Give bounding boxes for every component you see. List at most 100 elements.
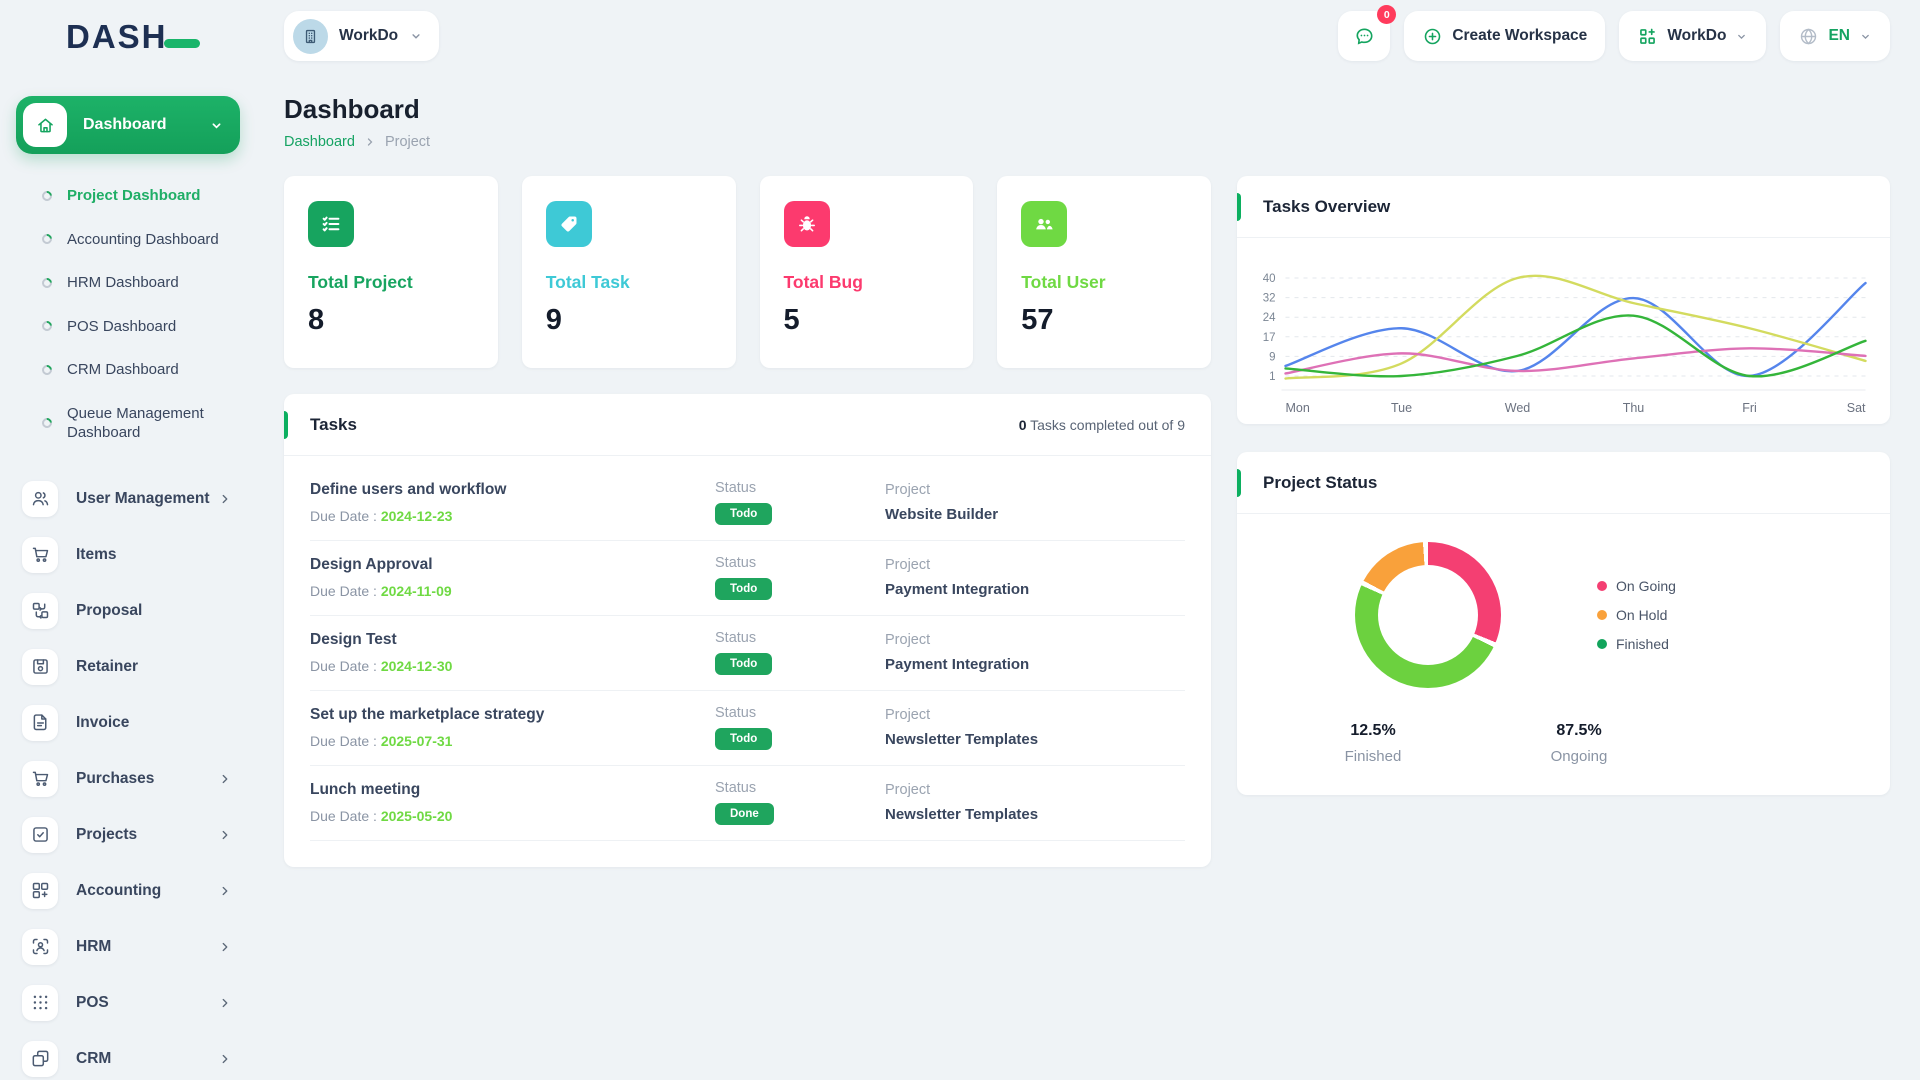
tag-icon [545,201,592,247]
sidebar-item-label: User Management [76,489,210,507]
sidebar-item-pos[interactable]: POS [16,975,240,1031]
breadcrumb-dashboard-link[interactable]: Dashboard [284,134,355,150]
sidebar-subitem-project-dashboard[interactable]: Project Dashboard [16,174,240,218]
workspace-menu-button[interactable]: WorkDo [1619,11,1767,61]
project-status-donut-chart [1355,542,1501,688]
chevron-right-icon [218,1052,232,1066]
series-blue-line [1284,281,1867,378]
legend-label: On Hold [1616,607,1668,623]
dashboard-submenu: Project Dashboard Accounting Dashboard H… [16,154,240,465]
task-name[interactable]: Define users and workflow [310,481,507,498]
sidebar-item-dashboard[interactable]: Dashboard [16,96,240,154]
task-project-cell: Project Newsletter Templates [885,707,1185,748]
legend-dot-icon [1597,610,1607,620]
tasks-summary: 0 Tasks completed out of 9 [1018,416,1185,433]
task-project-name: Payment Integration [885,581,1030,598]
task-status-cell: Status Done [715,780,885,825]
sidebar-subitem-crm-dashboard[interactable]: CRM Dashboard [16,348,240,392]
sidebar-subitem-label: Project Dashboard [67,187,201,204]
sidebar-item-crm[interactable]: CRM [16,1031,240,1080]
create-workspace-label: Create Workspace [1452,27,1588,44]
task-name[interactable]: Design Approval [310,556,433,573]
sidebar-item-invoice[interactable]: Invoice [16,695,240,751]
project-status-stats: 12.5% Finished 87.5% Ongoing [1263,722,1864,765]
chevron-down-icon [1862,34,1869,39]
hrm-icon [22,928,58,965]
dashboard-bullet-icon [39,319,55,334]
stat-card-total-bug: Total Bug 5 [759,176,974,368]
stat-cards: Total Project 8 Total Task 9 Total Bug 5… [284,176,1211,368]
crm-icon [22,1040,58,1077]
project-column-label: Project [885,557,931,573]
invoice-icon [22,704,58,741]
sidebar-item-label: HRM [76,937,112,955]
svg-text:24: 24 [1263,312,1276,324]
proposal-icon [22,592,58,629]
legend-item-on-hold[interactable]: On Hold [1597,607,1676,623]
tasks-card: Tasks 0 Tasks completed out of 9 Define … [284,394,1211,867]
project-column-label: Project [885,482,931,498]
dashboard-bullet-icon [39,275,55,290]
stat-card-total-project: Total Project 8 [284,176,498,368]
legend-item-on-going[interactable]: On Going [1597,578,1676,594]
task-row: Lunch meeting Due Date : 2025-05-20 Stat… [310,766,1185,841]
messages-count-badge: 0 [1377,5,1397,24]
legend-item-finished[interactable]: Finished [1597,636,1676,652]
brand-logo[interactable]: DASH [0,20,256,53]
legend-label: On Going [1616,578,1676,594]
sidebar-subitem-accounting-dashboard[interactable]: Accounting Dashboard [16,218,240,262]
svg-text:Sat: Sat [1847,401,1866,415]
tasks-overview-card: Tasks Overview 40 32 24 17 9 1 Mon Tue Wed Thu Fri… [1237,176,1890,424]
task-name[interactable]: Design Test [310,631,397,648]
sidebar-item-accounting[interactable]: Accounting [16,863,240,919]
sidebar-item-label: Proposal [76,601,143,619]
svg-text:Mon: Mon [1286,401,1310,415]
cart-icon [22,760,58,797]
pos-icon [22,984,58,1021]
task-due-date: Due Date : 2024-12-23 [310,508,453,524]
project-status-card: Project Status On Going On Hold Finished… [1237,452,1890,795]
create-workspace-button[interactable]: Create Workspace [1404,11,1606,61]
sidebar-item-purchases[interactable]: Purchases [16,751,240,807]
project-column-label: Project [885,707,931,723]
home-icon [23,103,67,147]
task-list: Define users and workflow Due Date : 202… [284,456,1211,867]
messages-button[interactable]: 0 [1338,5,1397,61]
sidebar-item-label: Projects [76,825,138,843]
sidebar-subitem-pos-dashboard[interactable]: POS Dashboard [16,305,240,349]
task-due-date: Due Date : 2024-11-09 [310,583,452,599]
status-badge: Todo [715,653,773,675]
chevron-right-icon [218,884,232,898]
task-name[interactable]: Set up the marketplace strategy [310,706,545,723]
task-info: Lunch meeting Due Date : 2025-05-20 [310,781,715,824]
svg-text:Thu: Thu [1623,401,1645,415]
task-row: Define users and workflow Due Date : 202… [310,466,1185,541]
task-name[interactable]: Lunch meeting [310,781,421,798]
sidebar-item-proposal[interactable]: Proposal [16,583,240,639]
sidebar-item-user-management[interactable]: User Management [16,471,240,527]
sidebar-item-projects[interactable]: Projects [16,807,240,863]
task-project-name: Newsletter Templates [885,806,1039,823]
sidebar-item-items[interactable]: Items [16,527,240,583]
ongoing-stat: 87.5% Ongoing [1550,722,1608,765]
svg-text:Wed: Wed [1505,401,1531,415]
series-lime-line [1284,274,1867,380]
retainer-icon [22,648,58,685]
sidebar-subitem-queue-management-dashboard[interactable]: Queue Management Dashboard [16,392,240,455]
sidebar-item-retainer[interactable]: Retainer [16,639,240,695]
apps-grid-icon [1640,28,1656,44]
language-selector[interactable]: EN [1780,11,1890,61]
workspace-selector[interactable]: WorkDo [284,11,440,61]
bug-icon [783,201,830,247]
task-project-name: Payment Integration [885,656,1030,673]
stat-value: 8 [308,304,325,336]
workspace-menu-label: WorkDo [1667,27,1727,44]
sidebar-item-hrm[interactable]: HRM [16,919,240,975]
users-icon [22,480,58,517]
sidebar-subitem-hrm-dashboard[interactable]: HRM Dashboard [16,261,240,305]
status-badge: Todo [715,728,773,750]
task-project-cell: Project Website Builder [885,482,1185,523]
page-title: Dashboard [284,94,420,124]
sidebar-item-label: Purchases [76,769,155,787]
right-column: Tasks Overview 40 32 24 17 9 1 Mon Tue Wed Thu Fri… [1237,176,1890,795]
